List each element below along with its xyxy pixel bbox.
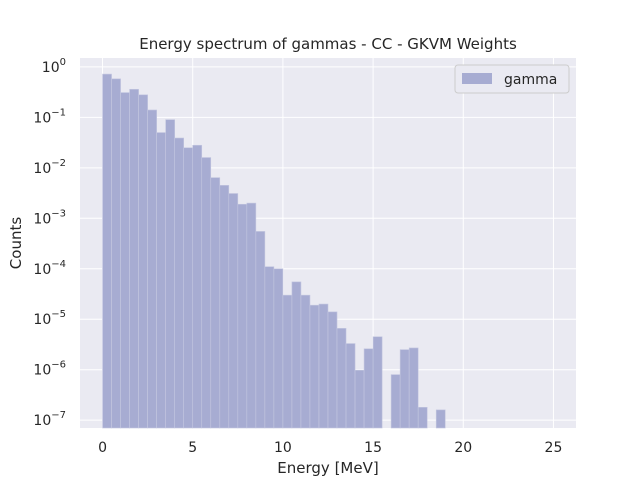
chart-title: Energy spectrum of gammas - CC - GKVM We… [139,35,517,53]
histogram-bar [138,94,148,429]
y-tick-label: 10−4 [33,259,66,278]
histogram-bar [363,348,374,429]
y-axis-ticks: 100 10−1 10−2 10−3 10−4 10−5 10−6 10−7 [33,57,66,429]
legend-swatch [462,73,492,84]
histogram-bar [156,132,166,429]
histogram-bar [210,177,221,429]
histogram-bar [282,294,293,429]
histogram-bar [318,303,329,429]
histogram-bars [102,73,446,429]
histogram-bar [219,185,230,429]
legend-box [454,64,570,94]
histogram-bar [255,231,266,429]
histogram-bar [228,193,239,429]
x-tick-label: 15 [364,440,382,456]
y-tick-label: 10−1 [33,107,66,126]
histogram-bar [129,88,139,429]
histogram-bar [237,203,248,429]
histogram-bar [246,202,257,429]
x-tick-label: 0 [98,440,107,456]
histogram-bar [291,281,302,429]
x-tick-label: 20 [454,440,472,456]
histogram-bar [147,109,157,429]
legend: gamma [454,64,570,94]
histogram-bar [309,304,320,429]
histogram-bar [417,406,428,429]
x-tick-label: 5 [188,440,197,456]
y-tick-label: 10−6 [33,360,66,379]
histogram-bar [273,268,284,429]
histogram-bar [183,147,194,429]
y-tick-label: 10−2 [33,158,66,177]
histogram-bar [372,336,383,429]
histogram-bar [264,266,275,429]
histogram-bar [120,92,130,429]
histogram-bar [174,137,185,429]
y-tick-label: 100 [42,57,66,76]
histogram-bar [201,157,212,429]
histogram-bar [336,328,347,429]
histogram-bar [354,369,365,429]
y-tick-label: 10−5 [33,309,66,328]
histogram-bar [192,144,203,429]
x-tick-label: 25 [545,440,563,456]
histogram-bar [435,409,446,429]
y-tick-label: 10−3 [33,208,66,227]
y-tick-label: 10−7 [33,410,66,429]
legend-label: gamma [504,72,557,88]
x-axis-ticks: 0 5 10 15 20 25 [98,440,562,456]
histogram-bar [408,347,419,429]
histogram-bar [102,73,112,429]
histogram-bar [345,343,356,429]
histogram-bar [300,294,311,429]
histogram-bar [327,311,338,429]
histogram-bar [390,374,401,429]
histogram-bar [399,349,410,429]
x-tick-label: 10 [274,440,292,456]
y-axis-label: Counts [7,217,25,270]
x-axis-label: Energy [MeV] [277,459,378,477]
histogram-bar [165,119,175,429]
histogram-bar [111,78,121,429]
